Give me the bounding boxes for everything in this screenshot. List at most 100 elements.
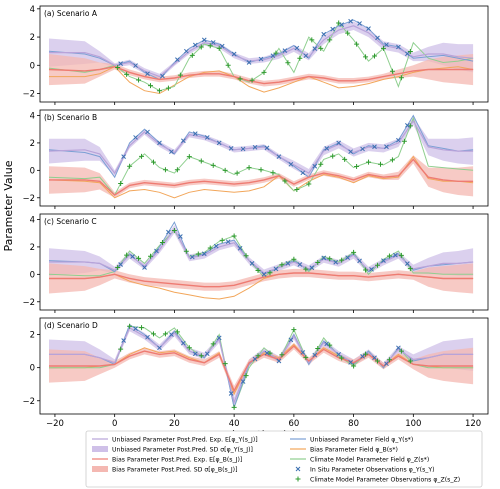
insitu-obs-point <box>166 229 171 235</box>
legend-label: In Situ Parameter Observations φ_Y(s_Y) <box>310 467 435 474</box>
insitu-obs-point <box>121 338 126 343</box>
insitu-obs-point <box>330 26 336 32</box>
climate-obs-point <box>150 331 156 337</box>
y-tick-label: 2 <box>30 243 35 253</box>
insitu-obs-point <box>121 154 126 159</box>
insitu-obs-point <box>258 56 264 62</box>
climate-obs-point <box>386 357 392 363</box>
insitu-obs-point <box>228 146 234 151</box>
insitu-obs-point <box>154 248 159 254</box>
insitu-obs-point <box>324 341 330 347</box>
insitu-obs-point <box>357 21 362 26</box>
legend-label: Climate Model Parameter Observations φ_Z… <box>310 477 460 484</box>
panel-frame <box>39 5 489 103</box>
insitu-obs-point <box>300 350 306 355</box>
insitu-obs-point <box>133 135 138 140</box>
insitu-obs-point <box>145 334 150 340</box>
insitu-obs-point <box>192 131 198 136</box>
climate-obs-point <box>162 167 168 173</box>
y-tick-label: 2 <box>30 33 35 43</box>
climate-obs-point <box>136 255 142 261</box>
insitu-obs-point <box>216 335 222 341</box>
climate-obs-point <box>297 55 303 61</box>
climate-obs-point <box>115 65 121 71</box>
climate-obs-point <box>243 373 249 379</box>
panel-plot-area <box>48 114 474 199</box>
insitu-obs-point <box>384 42 389 48</box>
insitu-obs-point <box>118 262 123 267</box>
insitu-obs-point <box>145 71 150 77</box>
insitu-obs-point <box>225 239 231 245</box>
climate-obs-point <box>309 37 315 43</box>
y-tick-label: 4 <box>30 5 35 15</box>
climate-obs-point <box>291 327 297 333</box>
climate-obs-point <box>398 75 404 81</box>
insitu-obs-point <box>192 351 198 357</box>
climate-obs-point <box>342 156 348 162</box>
legend-entry: Unbiased Parameter Post.Pred. Exp. E[φ_Y… <box>92 437 258 444</box>
insitu-obs-point <box>169 149 174 155</box>
panel-title: (a) Scenario A <box>44 9 98 18</box>
climate-obs-point <box>136 77 142 83</box>
insitu-obs-point <box>372 144 377 150</box>
climate-obs-point <box>124 71 130 77</box>
unbiased-post-sd-band <box>49 324 474 408</box>
insitu-obs-point <box>396 137 401 143</box>
legend-entry: Climate Model Parameter Field φ_Z(s*) <box>290 457 429 464</box>
insitu-obs-point <box>183 48 189 54</box>
climate-obs-point <box>148 83 154 89</box>
insitu-obs-point <box>300 170 306 176</box>
legend-entry: Unbiased Parameter Post.Pred. SD σ[φ_Y(s… <box>92 446 253 454</box>
climate-obs-point <box>386 253 392 259</box>
climate-obs-point <box>148 253 154 259</box>
panel-frame <box>39 317 489 415</box>
insitu-obs-point <box>181 138 186 144</box>
climate-obs-point <box>234 170 240 176</box>
insitu-obs-point <box>285 261 291 266</box>
insitu-obs-point <box>192 42 198 48</box>
insitu-obs-point <box>312 163 318 169</box>
y-tick-label: −2 <box>22 90 35 100</box>
legend-label: Unbiased Parameter Post.Pred. Exp. E[φ_Y… <box>112 437 258 444</box>
legend-label: Bias Parameter Post.Pred. SD σ[φ_B(s_J)] <box>112 467 238 474</box>
panel-b: −2 0 2 4 (b) Scenario B <box>22 109 489 209</box>
bias-post-mean-line <box>49 158 474 196</box>
climate-obs-point <box>270 170 276 176</box>
climate-obs-point <box>127 163 133 169</box>
insitu-obs-point <box>297 262 303 267</box>
panel-title: (c) Scenario C <box>44 217 97 226</box>
insitu-obs-point <box>348 18 353 24</box>
climate-obs-point <box>315 260 321 266</box>
insitu-obs-point <box>237 245 243 251</box>
x-tick-label: 120 <box>465 419 481 429</box>
panel-plot-area <box>49 323 474 410</box>
insitu-obs-point <box>270 53 276 59</box>
climate-obs-point <box>372 53 378 59</box>
climate-obs-point <box>345 30 351 36</box>
climate-obs-point <box>282 178 288 184</box>
y-tick-label: −2 <box>22 397 35 407</box>
climate-obs-point <box>222 361 228 367</box>
climate-obs-point <box>198 44 204 50</box>
insitu-obs-point <box>405 261 410 266</box>
climate-obs-point <box>195 251 201 257</box>
legend-label: Bias Parameter Post.Pred. Exp. E[φ_B(s_J… <box>112 457 242 464</box>
climate-obs-point <box>118 181 124 187</box>
x-tick-label: 20 <box>169 419 180 429</box>
legend-label: Unbiased Parameter Post.Pred. SD σ[φ_Y(s… <box>112 447 253 454</box>
climate-obs-point <box>306 181 312 187</box>
climate-obs-point <box>374 262 380 268</box>
climate-obs-point <box>285 60 291 66</box>
insitu-obs-point <box>321 31 327 37</box>
bias-post-mean-line <box>48 65 474 85</box>
insitu-obs-point <box>288 337 294 343</box>
insitu-obs-point <box>336 140 342 146</box>
climate-obs-point <box>189 52 195 58</box>
insitu-obs-point <box>252 144 258 150</box>
climate-obs-point <box>380 45 386 51</box>
climate-obs-point <box>246 165 252 171</box>
bias-post-mean-line <box>49 345 474 393</box>
insitu-obs-point <box>175 57 180 63</box>
climate-obs-point <box>389 68 395 74</box>
legend-x-marker <box>295 466 301 472</box>
